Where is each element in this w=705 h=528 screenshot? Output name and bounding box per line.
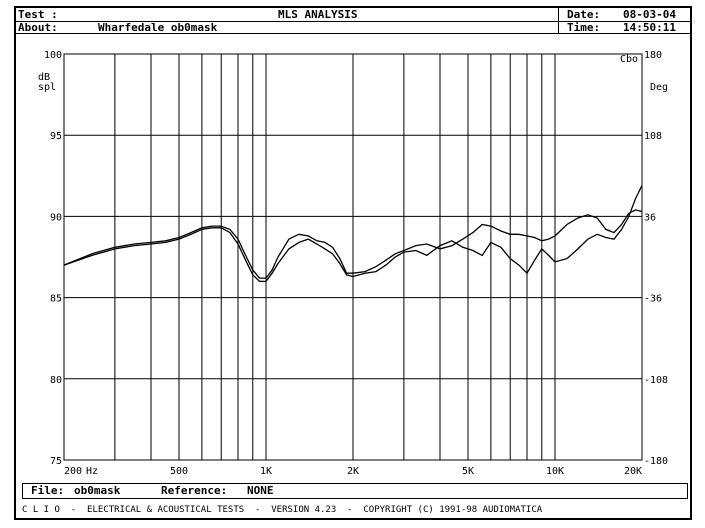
y2-tick-label: 108: [644, 131, 662, 142]
chart-frame: [14, 6, 692, 520]
chart-title: MLS ANALYSIS: [278, 8, 358, 21]
plot-area-border: [63, 53, 643, 461]
x-tick-label: 5K: [462, 466, 474, 477]
tick-labels: 100 95 90 85 80 75 180 108 36 -36 -108 -180 200 500 1K…: [38, 50, 668, 477]
reference-label: Reference:: [161, 484, 228, 497]
y2-tick-label: -180: [644, 456, 668, 467]
y2-tick-label: -36: [644, 294, 662, 305]
y-axis-unit: spl: [38, 82, 56, 93]
y-axis-unit: dB: [38, 72, 50, 83]
file-info-bar: File: ob0mask Reference: NONE: [22, 483, 688, 499]
y-tick-label: 80: [50, 375, 62, 386]
y-tick-label: 75: [50, 456, 62, 467]
response-curve-2: [63, 185, 643, 283]
y2-axis-unit: Deg: [650, 82, 668, 93]
credits-line: C L I O - ELECTRICAL & ACOUSTICAL TESTS …: [22, 505, 543, 515]
x-tick-label: 1K: [260, 466, 272, 477]
time-label: Time:: [567, 21, 601, 34]
x-tick-label: 200: [64, 466, 82, 477]
x-axis-unit: Hz: [86, 466, 98, 477]
time-value: 14:50:11: [623, 21, 676, 34]
reference-value: NONE: [247, 484, 274, 497]
y-tick-label: 100: [44, 50, 62, 61]
y-tick-label: 85: [50, 294, 62, 305]
y-tick-label: 90: [50, 212, 62, 223]
grid: [64, 54, 642, 460]
x-tick-label: 500: [170, 466, 188, 477]
header-panel: Test : MLS ANALYSIS About: Wharfedale ob…: [16, 8, 690, 34]
y2-tick-label: 180: [644, 50, 662, 61]
y2-tick-label: -108: [644, 375, 668, 386]
response-curve-1: [63, 209, 643, 279]
x-tick-label: 2K: [347, 466, 359, 477]
y2-tick-label: 36: [644, 212, 656, 223]
header-date-divider: [558, 8, 559, 34]
header-divider: [16, 21, 690, 22]
x-tick-label: 20K: [624, 466, 642, 477]
x-tick-label: 10K: [546, 466, 564, 477]
series-layer: [63, 185, 643, 283]
date-value: 08-03-04: [623, 8, 676, 21]
y-tick-label: 95: [50, 131, 62, 142]
date-label: Date:: [567, 8, 601, 21]
file-value: ob0mask: [74, 484, 121, 497]
about-value: Wharfedale ob0mask: [98, 21, 218, 34]
corner-label: Cbo: [620, 54, 638, 65]
about-label: About:: [18, 21, 58, 34]
file-label: File:: [31, 484, 65, 497]
header-bottom-border: [16, 33, 690, 34]
test-label: Test :: [18, 8, 58, 21]
